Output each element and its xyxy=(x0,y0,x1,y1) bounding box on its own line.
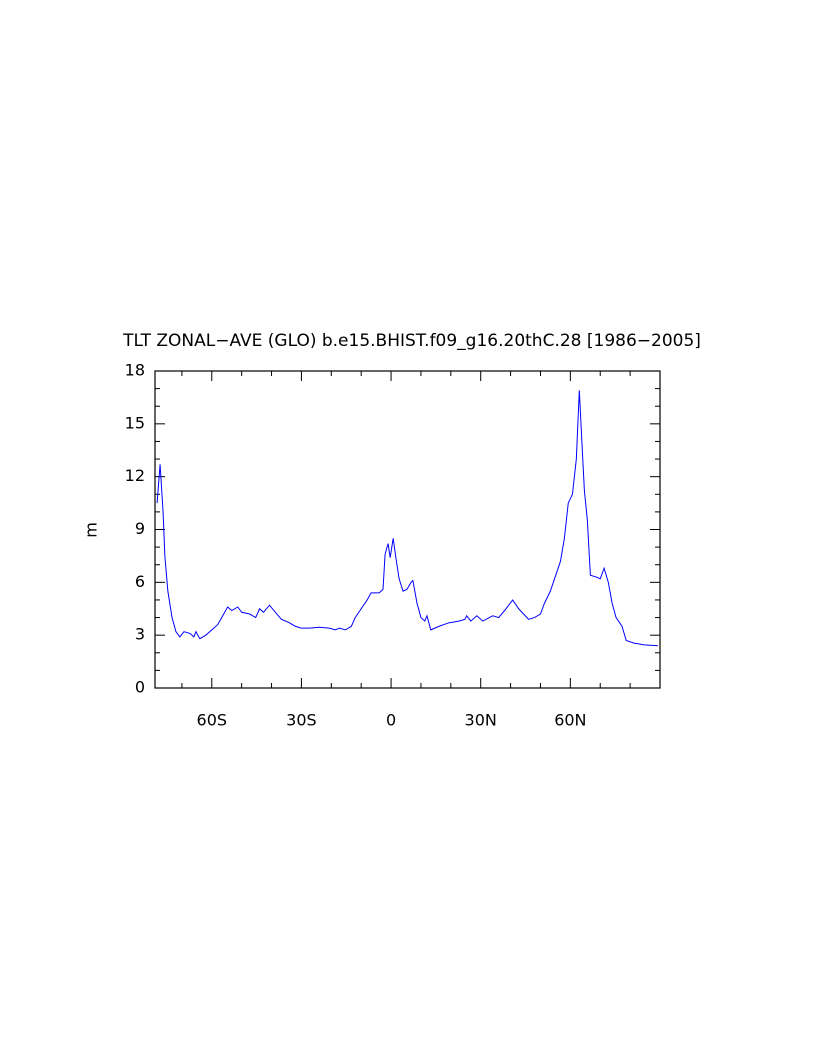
plot-frame xyxy=(154,370,661,689)
y-tick-label: 15 xyxy=(125,413,145,432)
x-tick-label: 60N xyxy=(554,711,586,730)
x-tick-label: 0 xyxy=(386,711,396,730)
y-tick-label: 0 xyxy=(135,678,145,697)
chart-title: TLT ZONAL−AVE (GLO) b.e15.BHIST.f09_g16.… xyxy=(122,331,701,351)
y-tick-label: 9 xyxy=(135,519,145,538)
data-line xyxy=(156,390,658,647)
x-tick-label: 30N xyxy=(465,711,497,730)
x-tick-label: 60S xyxy=(197,711,228,730)
y-tick-label: 12 xyxy=(125,466,145,485)
y-tick-label: 3 xyxy=(135,625,145,644)
y-tick-label: 6 xyxy=(135,572,145,591)
x-tick-label: 30S xyxy=(286,711,317,730)
y-tick-label: 18 xyxy=(125,361,145,380)
y-axis-label: m xyxy=(82,522,101,538)
